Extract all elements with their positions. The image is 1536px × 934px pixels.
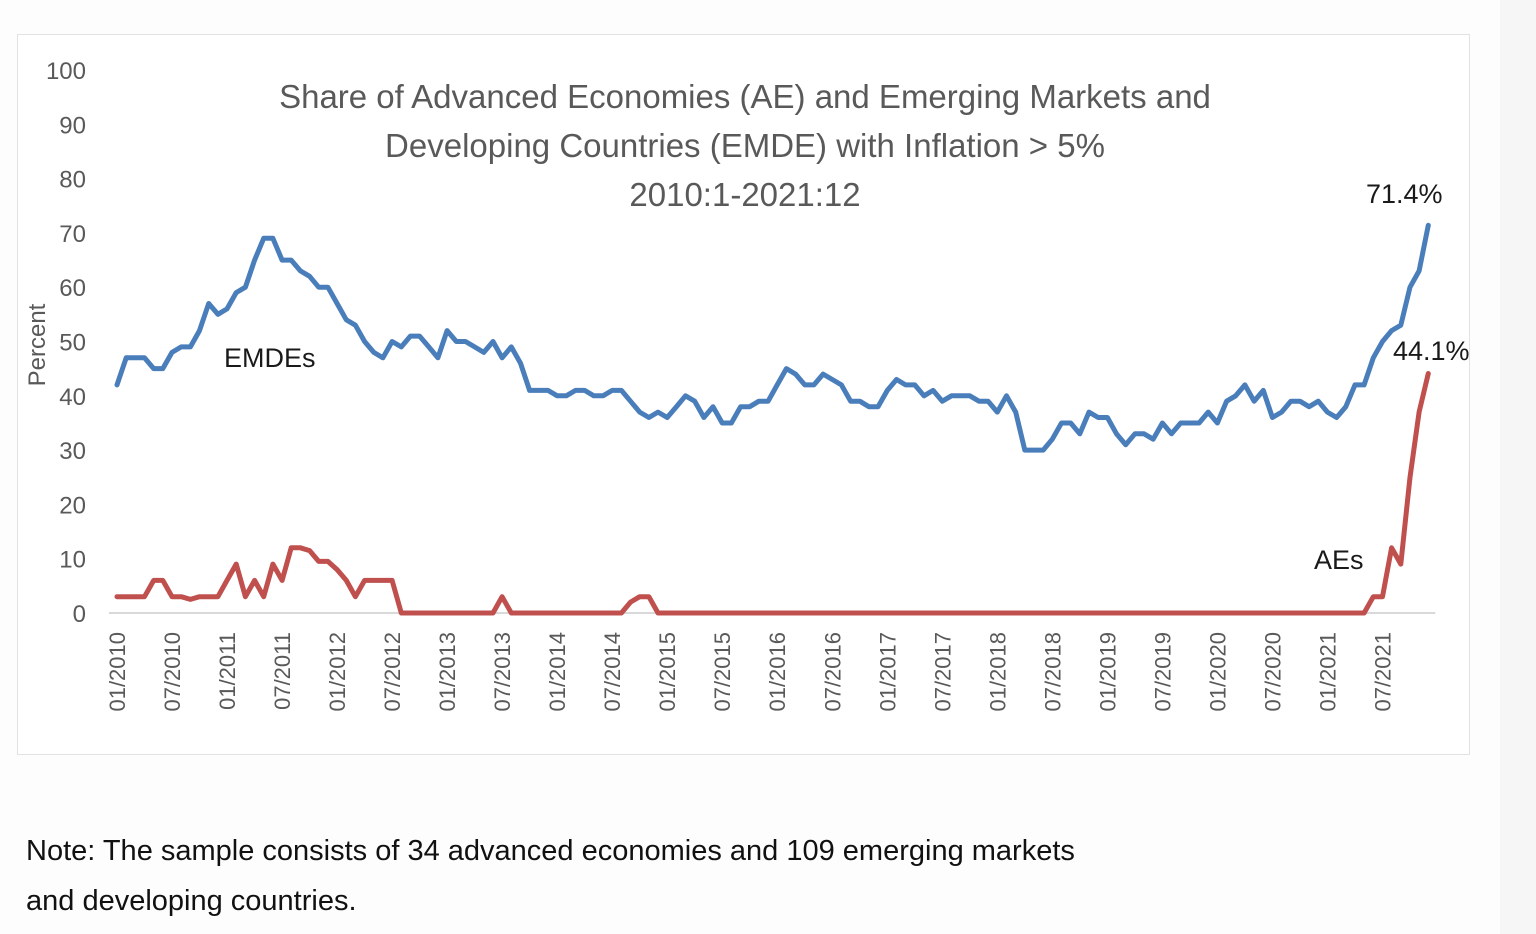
- x-tick-label: 07/2017: [930, 632, 955, 712]
- x-tick-label: 07/2021: [1370, 632, 1395, 712]
- x-tick-label: 01/2010: [105, 632, 130, 712]
- series-lines: [114, 222, 1431, 616]
- y-tick-label: 40: [59, 384, 86, 411]
- x-tick-label: 07/2019: [1150, 632, 1175, 712]
- chart-title: Share of Advanced Economies (AE) and Eme…: [279, 78, 1211, 213]
- note-line-1: Note: The sample consists of 34 advanced…: [26, 835, 1075, 867]
- series-label-aes: AEs: [1314, 545, 1364, 575]
- note-line-2: and developing countries.: [26, 885, 357, 917]
- x-tick-label: 07/2018: [1040, 632, 1065, 712]
- x-tick-label: 01/2013: [435, 632, 460, 712]
- y-tick-label: 50: [59, 330, 86, 357]
- y-tick-label: 80: [59, 167, 86, 194]
- end-label-emdes: 71.4%: [1366, 179, 1443, 209]
- x-tick-label: 07/2010: [160, 632, 185, 712]
- y-tick-label: 0: [73, 601, 86, 628]
- chart-note: Note: The sample consists of 34 advanced…: [26, 826, 1426, 926]
- y-tick-label: 20: [59, 492, 86, 519]
- x-axis-ticks: 01/2010 07/2010 01/2011 07/2011 01/2012 07/20…: [105, 632, 1395, 712]
- y-tick-label: 70: [59, 221, 86, 248]
- x-tick-label: 01/2017: [875, 632, 900, 712]
- chart-title-line-2: Developing Countries (EMDE) with Inflati…: [385, 127, 1105, 164]
- series-label-emdes: EMDEs: [224, 343, 316, 373]
- y-tick-label: 90: [59, 112, 86, 139]
- x-tick-label: 07/2015: [710, 632, 735, 712]
- x-tick-label: 01/2019: [1095, 632, 1120, 712]
- x-tick-label: 01/2011: [215, 632, 240, 710]
- x-tick-label: 01/2012: [325, 632, 350, 712]
- chart-title-line-1: Share of Advanced Economies (AE) and Eme…: [279, 78, 1211, 115]
- y-tick-label: 30: [59, 438, 86, 465]
- y-axis-ticks: 0 10 20 30 40 50 60 70 80 90 100: [46, 58, 86, 628]
- x-tick-label: 07/2013: [490, 632, 515, 712]
- page-margin: [1500, 0, 1536, 934]
- series-line-aes: [114, 371, 1431, 616]
- x-tick-label: 01/2018: [985, 632, 1010, 712]
- x-tick-label: 07/2014: [600, 632, 625, 712]
- x-tick-label: 07/2011: [270, 632, 295, 710]
- chart-title-line-3: 2010:1-2021:12: [629, 176, 860, 213]
- y-tick-label: 10: [59, 547, 86, 574]
- chart-frame: [17, 34, 1470, 755]
- x-tick-label: 01/2016: [765, 632, 790, 712]
- x-tick-label: 01/2014: [545, 632, 570, 712]
- x-tick-label: 01/2015: [655, 632, 680, 712]
- y-axis-label: Percent: [24, 303, 51, 386]
- end-label-aes: 44.1%: [1393, 336, 1470, 366]
- y-tick-label: 60: [59, 275, 86, 302]
- x-tick-label: 07/2020: [1260, 632, 1285, 712]
- x-tick-label: 01/2021: [1315, 632, 1340, 712]
- x-tick-label: 01/2020: [1205, 632, 1230, 712]
- y-tick-label: 100: [46, 58, 86, 85]
- x-tick-label: 07/2016: [820, 632, 845, 712]
- x-tick-label: 07/2012: [380, 632, 405, 712]
- series-line-emdes: [114, 222, 1431, 453]
